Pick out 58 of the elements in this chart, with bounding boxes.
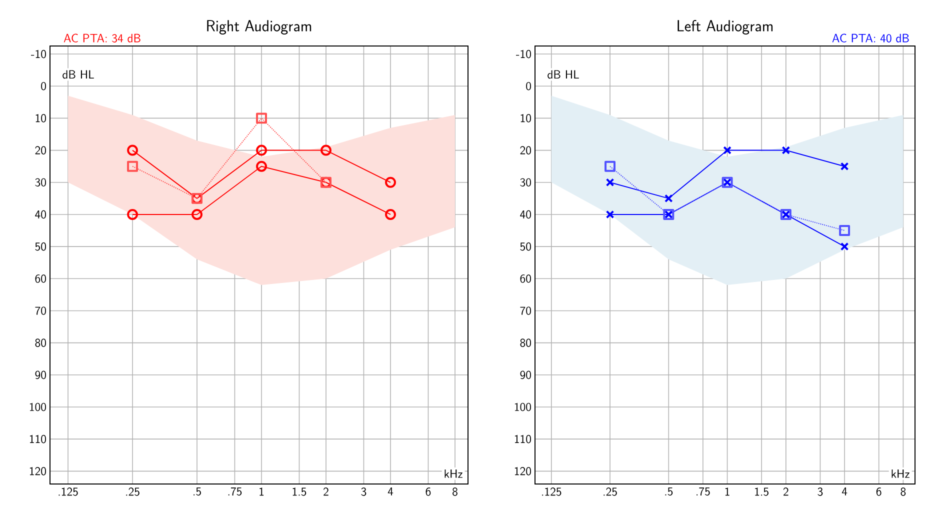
y-tick-label: 100 [514, 402, 531, 412]
y-tick-label: 0 [41, 82, 46, 90]
x-tick-label: 4 [388, 488, 394, 496]
x-tick-label: 1.5 [292, 488, 306, 496]
y-tick-label: 70 [35, 306, 46, 315]
x-tick-label: .25 [126, 488, 140, 496]
y-tick-label: 60 [520, 274, 531, 283]
y-tick-label: 20 [35, 146, 46, 154]
x-tick-label: 6 [876, 488, 882, 496]
y-tick-label: -10 [516, 50, 531, 58]
y-tick-label: 110 [514, 434, 531, 444]
x-tick-label: 2 [783, 488, 788, 496]
y-tick-label: 120 [514, 467, 531, 476]
x-tick-label: 1.5 [755, 488, 768, 496]
chart-title: Right Audiogram [207, 20, 312, 34]
x-tick-label: 1 [260, 488, 264, 496]
x-axis-title: kHz [444, 470, 462, 478]
x-axis-title: kHz [892, 470, 910, 478]
y-tick-label: 50 [520, 242, 531, 251]
y-tick-label: 40 [35, 210, 46, 219]
x-tick-label: 1 [725, 488, 730, 496]
x-tick-label: .5 [665, 488, 673, 496]
y-tick-label: 10 [36, 114, 46, 122]
y-tick-label: 120 [30, 467, 46, 476]
x-tick-label: .5 [194, 488, 201, 496]
y-tick-label: 30 [35, 178, 46, 187]
x-tick-label: 6 [426, 488, 431, 496]
x-tick-label: .125 [58, 488, 78, 496]
y-tick-label: 90 [520, 370, 531, 380]
x-tick-label: .125 [542, 488, 562, 496]
y-tick-label: 60 [35, 274, 46, 283]
x-tick-label: .75 [696, 488, 710, 496]
y-tick-label: 90 [35, 370, 46, 380]
x-tick-label: 3 [818, 488, 823, 496]
text: AC PTA: 34 dB [64, 34, 140, 42]
y-tick-label: 110 [30, 434, 46, 444]
chart-title: Left Audiogram [678, 20, 773, 34]
y-tick-label: 100 [30, 402, 46, 412]
y-tick-label: 40 [520, 210, 531, 219]
x-tick-label: 3 [361, 488, 366, 496]
y-axis-title: dB HL [548, 70, 579, 79]
x-tick-label: 2 [324, 488, 328, 496]
x-tick-label: 8 [900, 488, 906, 496]
y-tick-label: 70 [520, 306, 531, 315]
x-tick-label: 8 [452, 488, 458, 496]
x-tick-label: .75 [228, 488, 242, 496]
x-tick-label: 4 [842, 488, 848, 496]
y-tick-label: 20 [520, 146, 531, 154]
y-tick-label: 50 [35, 242, 46, 251]
y-axis-title: dB HL [62, 70, 94, 79]
x-tick-label: .25 [604, 488, 617, 496]
y-tick-label: -10 [30, 50, 46, 58]
y-tick-label: 0 [526, 82, 531, 90]
y-tick-label: 80 [35, 338, 46, 347]
y-tick-label: 80 [520, 338, 531, 347]
y-tick-label: 30 [520, 178, 531, 187]
text: AC PTA: 40 dB [832, 34, 909, 42]
y-tick-label: 10 [520, 114, 531, 122]
